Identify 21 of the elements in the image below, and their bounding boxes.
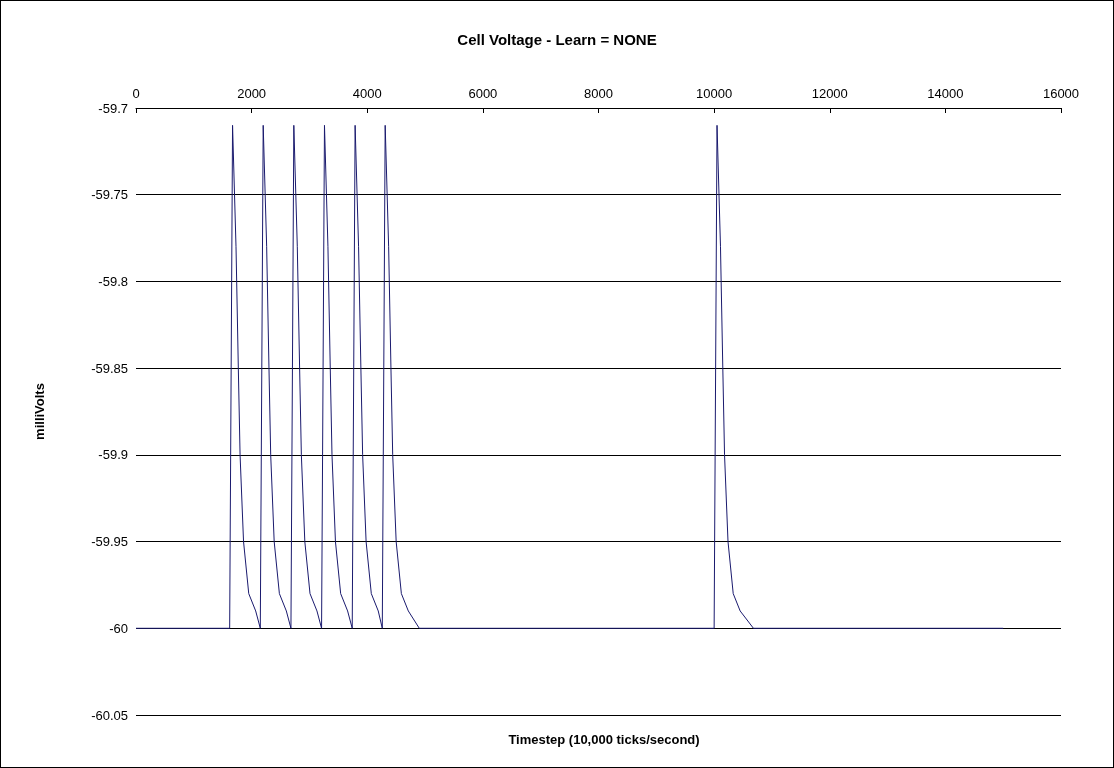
x-tick-label: 2000 [237,86,267,101]
x-tick-label: 4000 [352,86,382,101]
x-tick-label: 8000 [584,86,613,101]
x-tick-label: 0 [132,86,140,101]
y-tick-label: -59.9 [98,447,128,463]
x-axis-title: Timestep (10,000 ticks/second) [508,732,700,747]
x-tick-label: 14000 [927,86,964,101]
y-tick-label: -59.95 [91,534,128,550]
x-tick-label: 6000 [468,86,498,101]
x-tick-label: 16000 [1042,86,1080,101]
y-tick-label: -59.8 [98,273,128,289]
y-tick-label: -60.05 [91,707,128,723]
y-axis-title: milliVolts [32,383,47,440]
chart-title: Cell Voltage - Learn = NONE [457,31,657,48]
y-tick-label: -60 [109,620,128,636]
y-tick-label: -59.75 [91,187,128,203]
x-tick-label: 12000 [811,86,848,101]
line-series [135,124,1004,629]
x-tick-label: 10000 [696,86,733,101]
y-tick-label: -59.85 [91,360,128,376]
y-tick-label: -59.7 [98,100,128,116]
